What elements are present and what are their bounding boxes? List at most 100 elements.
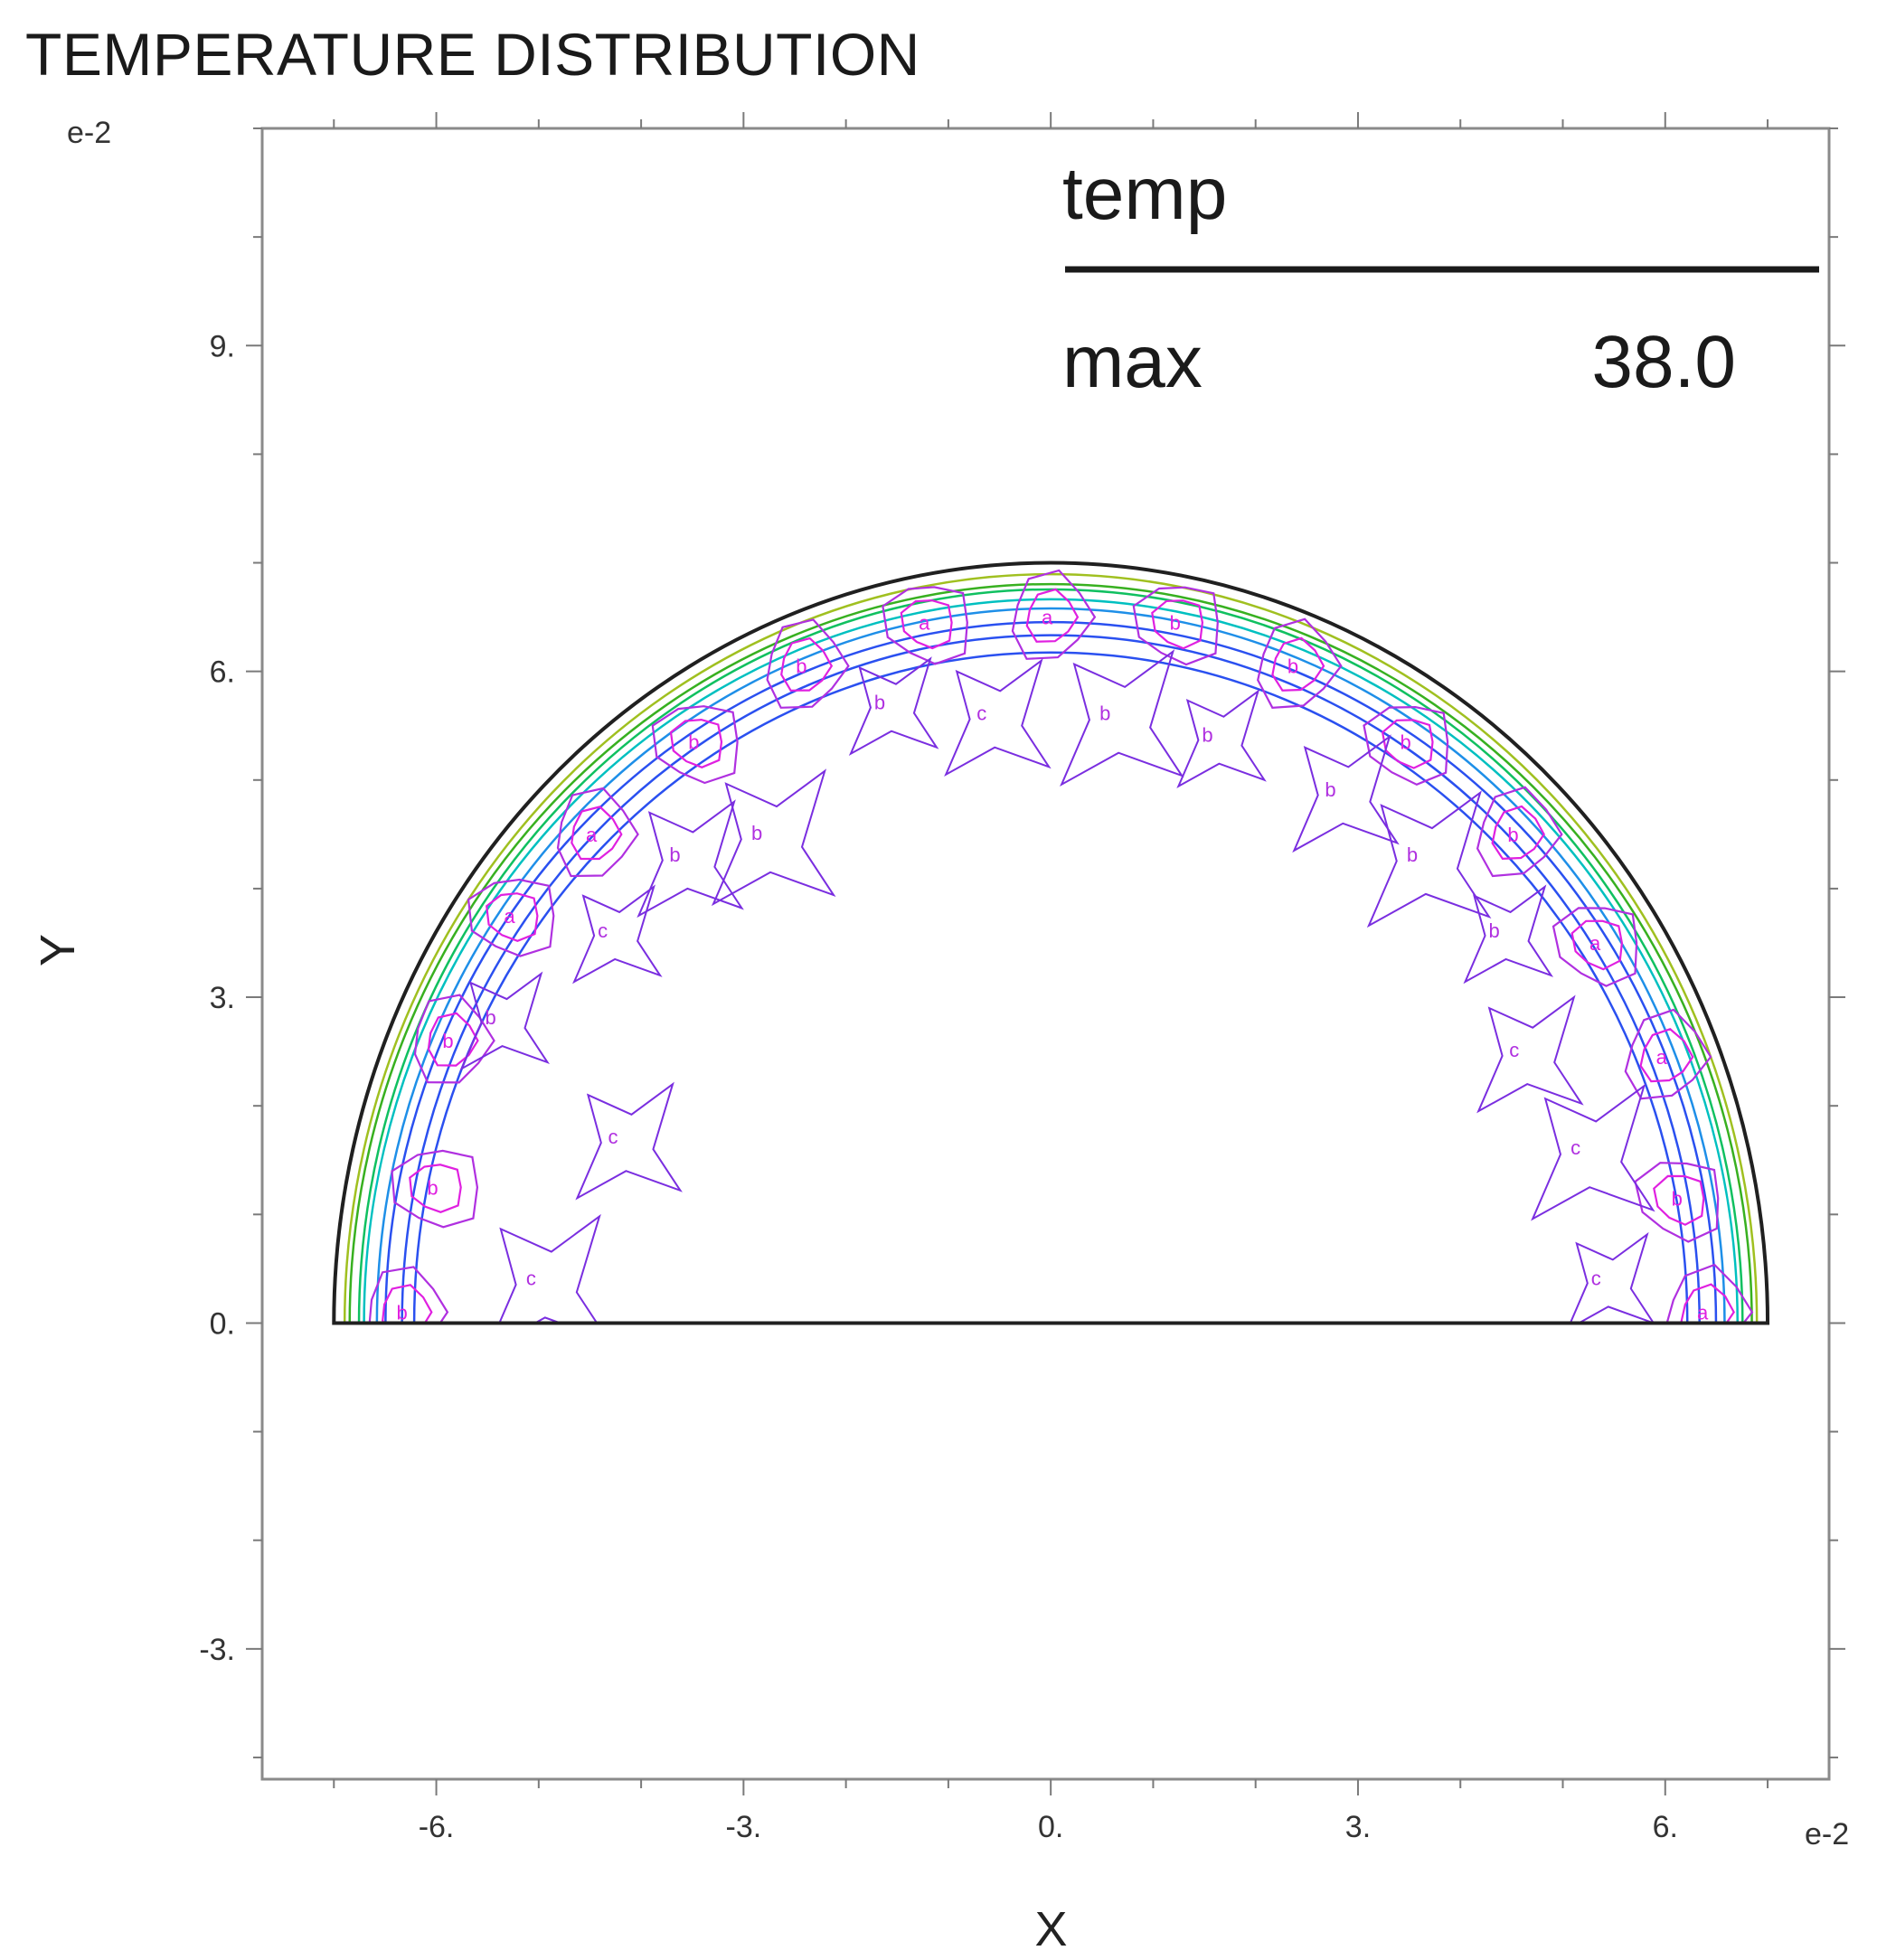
hot-spot-outer-ring xyxy=(766,618,850,709)
rim-contour xyxy=(343,572,1759,1324)
contour-level-letter: b xyxy=(486,1006,496,1029)
y-tick-label: 6. xyxy=(210,655,235,690)
rim-contour xyxy=(357,588,1744,1324)
chart-title: TEMPERATURE DISTRIBUTION xyxy=(25,21,920,88)
hot-spot-outer-ring xyxy=(1011,569,1097,660)
hot-spot-inner-ring xyxy=(1570,919,1624,971)
x-tick-label: 3. xyxy=(1345,1810,1371,1844)
contour-level-letter: c xyxy=(598,919,608,942)
domain-boundary xyxy=(332,561,1770,1325)
contour-level-letter: b xyxy=(1202,724,1212,747)
contour-lines: b b b a a b b a a b b b b a a b a b c c c b b b c b b b b b c c c xyxy=(343,569,1759,1324)
hot-spot-outer-ring xyxy=(467,878,555,957)
inner-contour xyxy=(1565,1231,1656,1324)
contour-level-letter: b xyxy=(1099,702,1110,725)
axis-ticks: -6. -3. 0. 3. 6. -3. 0. 3. 6. 9. xyxy=(199,112,1845,1844)
hot-spot-inner-ring xyxy=(382,1284,433,1324)
hot-spot-outer-ring xyxy=(556,787,639,878)
x-axis-label: X xyxy=(1034,1902,1067,1956)
contour-level-letter: b xyxy=(1489,919,1500,942)
x-tick-label: 6. xyxy=(1653,1810,1678,1844)
contour-level-letter: a xyxy=(1042,607,1053,629)
legend-stat-label: max xyxy=(1062,321,1203,403)
contour-level-letter: b xyxy=(1407,843,1418,866)
rim-contour xyxy=(348,582,1753,1324)
inner-contour xyxy=(1060,649,1184,787)
hot-spot-inner-ring xyxy=(427,1012,479,1067)
hot-spot-outer-ring xyxy=(1476,786,1563,878)
legend-variable: temp xyxy=(1062,153,1227,235)
contour-level-letter: b xyxy=(751,822,762,844)
inner-contour xyxy=(944,658,1052,777)
x-tick-label: -6. xyxy=(419,1810,455,1844)
contour-level-letter: a xyxy=(1589,932,1601,955)
rim-contour xyxy=(375,607,1726,1324)
inner-contour xyxy=(711,768,836,907)
inner-contour xyxy=(1463,884,1554,985)
hot-spot-outer-ring xyxy=(1363,705,1449,787)
rim-contour xyxy=(363,598,1739,1324)
plot-frame xyxy=(260,127,1831,1781)
y-tick-label: 0. xyxy=(210,1306,235,1341)
contour-level-letter: b xyxy=(796,655,806,678)
y-exponent-label: e-2 xyxy=(67,116,111,150)
hot-spot-inner-ring xyxy=(1653,1174,1705,1226)
hot-spot-outer-ring xyxy=(1634,1162,1720,1243)
hot-spot-inner-ring xyxy=(1151,599,1204,650)
inner-contour xyxy=(572,884,663,985)
contour-level-letter: c xyxy=(1509,1039,1519,1061)
hot-spot-inner-ring xyxy=(1025,588,1080,643)
y-tick-label: 3. xyxy=(210,981,235,1015)
contour-level-letter: b xyxy=(1400,731,1410,754)
inner-contour xyxy=(1292,734,1400,853)
rim-contour xyxy=(412,651,1689,1324)
rim-contour xyxy=(401,634,1701,1324)
y-axis-label: Y xyxy=(31,934,85,966)
contour-level-letter: b xyxy=(1507,824,1518,846)
hot-spot-outer-ring xyxy=(391,1149,479,1229)
inner-contour xyxy=(848,656,939,756)
contour-level-letter: b xyxy=(396,1301,407,1324)
contour-level-letter: c xyxy=(976,702,986,725)
hot-spot-inner-ring xyxy=(571,806,623,861)
y-tick-label: -3. xyxy=(199,1633,235,1667)
inner-contour xyxy=(637,799,744,919)
contour-level-letter: b xyxy=(669,843,680,866)
hot-spot-inner-ring xyxy=(1491,805,1545,861)
hot-spot-inner-ring xyxy=(780,636,834,692)
contour-level-letter: c xyxy=(1570,1136,1580,1159)
hot-spot-inner-ring xyxy=(1271,636,1325,692)
legend-stat-value: 38.0 xyxy=(1591,321,1736,403)
contour-level-letter: b xyxy=(427,1176,438,1199)
legend-box: temp max 38.0 xyxy=(1062,153,1819,403)
contour-level-letter: b xyxy=(1325,778,1335,801)
hot-spot-inner-ring xyxy=(900,598,953,650)
inner-contour xyxy=(1531,1083,1655,1221)
contour-level-letter: a xyxy=(1656,1046,1668,1069)
contour-level-letter: b xyxy=(442,1030,453,1052)
contour-level-letter: c xyxy=(526,1267,536,1289)
x-tick-label: -3. xyxy=(726,1810,762,1844)
hot-spot-outer-ring xyxy=(651,705,739,785)
contour-level-letter: a xyxy=(504,905,515,928)
hot-spot-inner-ring xyxy=(1680,1283,1735,1324)
contour-level-letter: a xyxy=(1697,1301,1709,1324)
contour-level-letter: c xyxy=(1591,1267,1601,1289)
hot-spot-outer-ring xyxy=(1665,1263,1754,1324)
contour-level-letter: a xyxy=(919,612,930,635)
hot-spot-inner-ring xyxy=(669,718,723,768)
contour-level-letter: a xyxy=(586,824,598,846)
hot-spot-outer-ring xyxy=(368,1266,449,1324)
inner-contour xyxy=(1476,994,1584,1114)
contour-level-letter: b xyxy=(688,731,699,754)
hot-spot-inner-ring xyxy=(1639,1028,1694,1083)
hot-spot-inner-ring xyxy=(409,1164,462,1213)
hot-spot-outer-ring xyxy=(1624,1008,1712,1100)
contour-level-letter: b xyxy=(874,692,885,714)
hot-spot-outer-ring xyxy=(1257,617,1343,709)
hot-spot-outer-ring xyxy=(413,994,495,1084)
inner-contour xyxy=(459,971,551,1071)
contour-level-letter: b xyxy=(1672,1187,1683,1210)
contour-level-letter: c xyxy=(608,1126,618,1148)
